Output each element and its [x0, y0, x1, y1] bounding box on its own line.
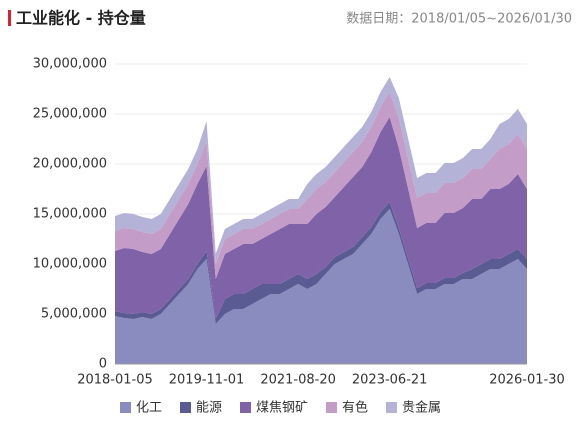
area	[115, 117, 527, 319]
legend-swatch	[326, 402, 337, 413]
y-tick-label: 30,000,000	[33, 57, 107, 72]
legend-swatch	[120, 402, 131, 413]
area	[115, 77, 527, 264]
y-tick-label: 15,000,000	[33, 207, 107, 222]
x-tick-label: 2026-01-30	[489, 373, 565, 388]
legend-label: 煤焦钢矿	[256, 401, 308, 416]
legend-label: 有色	[342, 400, 368, 416]
area	[115, 209, 527, 364]
legend-swatch	[240, 402, 251, 413]
x-tick-label: 2023-06-21	[352, 373, 428, 388]
y-tick-label: 5,000,000	[41, 307, 107, 322]
chart-title: 工业能化 - 持仓量	[16, 9, 146, 28]
legend-swatch	[386, 402, 397, 413]
y-tick-label: 0	[99, 357, 107, 372]
y-tick-label: 25,000,000	[33, 107, 107, 122]
x-tick-label: 2021-08-20	[260, 373, 336, 388]
legend-swatch	[180, 402, 191, 413]
title-accent	[8, 10, 11, 26]
legend-label: 能源	[196, 401, 222, 416]
y-tick-label: 10,000,000	[33, 257, 107, 272]
chart-subtitle: 数据日期：2018/01/05~2026/01/30	[346, 12, 572, 27]
y-tick-label: 20,000,000	[33, 157, 107, 172]
area	[115, 202, 527, 324]
legend-label: 化工	[136, 401, 162, 416]
legend-label: 贵金属	[402, 400, 441, 416]
x-tick-label: 2019-11-01	[169, 373, 245, 388]
x-tick-label: 2018-01-05	[77, 373, 153, 388]
